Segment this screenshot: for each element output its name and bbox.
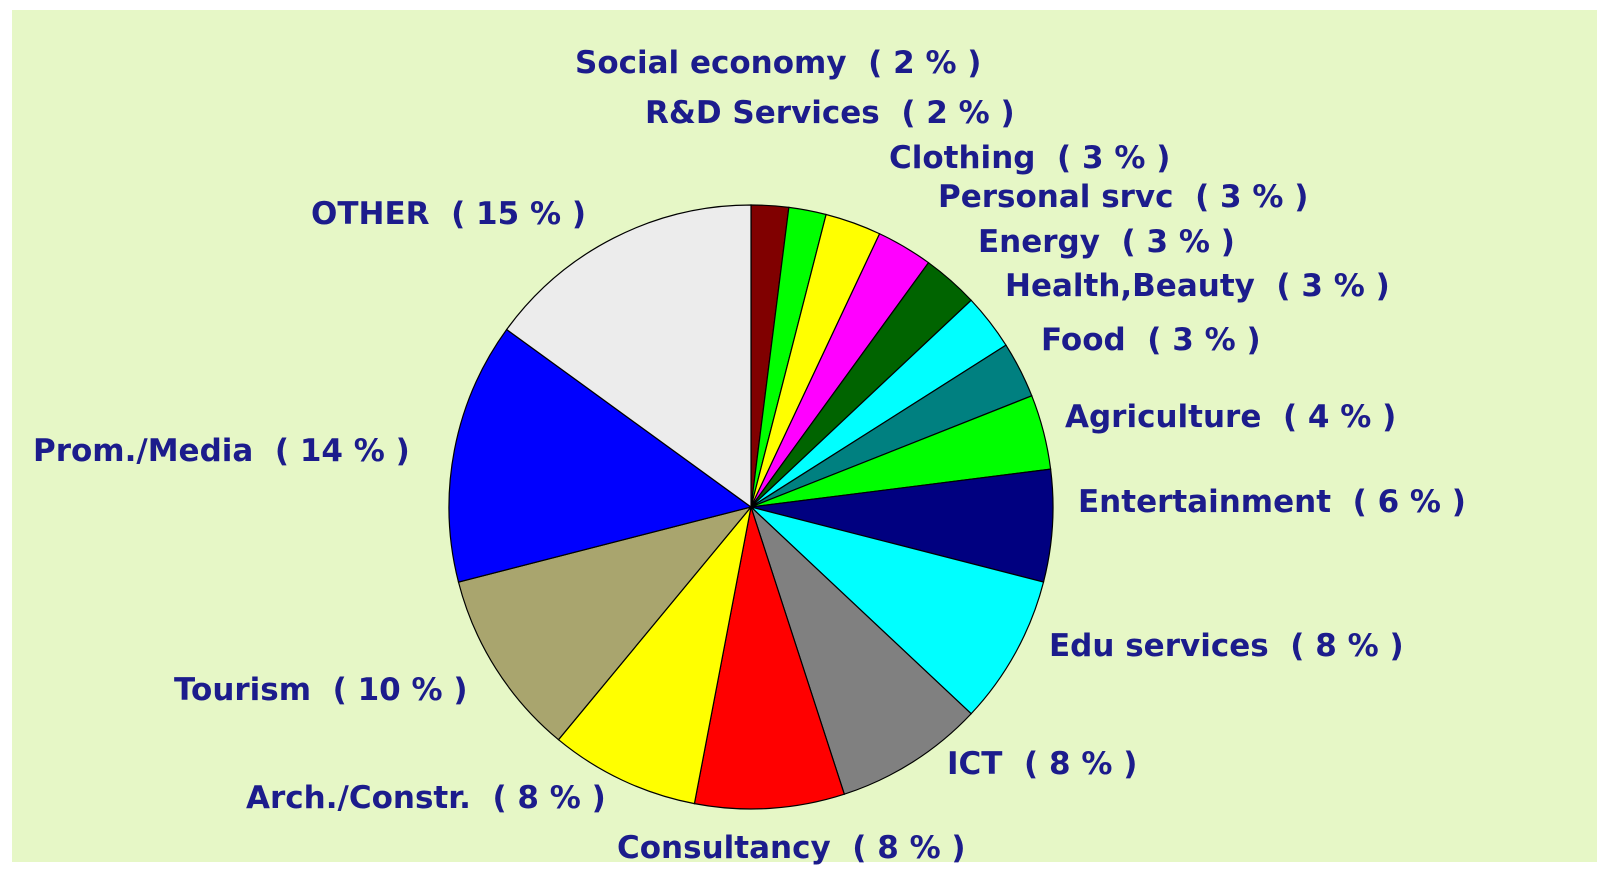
label-agriculture: Agriculture ( 4 % ) — [1065, 399, 1396, 435]
label-prom-media: Prom./Media ( 14 % ) — [33, 433, 410, 469]
label-clothing: Clothing ( 3 % ) — [889, 140, 1170, 176]
label-ict: ICT ( 8 % ) — [947, 746, 1137, 782]
label-entertainment: Entertainment ( 6 % ) — [1078, 484, 1466, 520]
label-food: Food ( 3 % ) — [1041, 322, 1261, 358]
label-personal-srvc: Personal srvc ( 3 % ) — [938, 179, 1308, 215]
label-consultancy: Consultancy ( 8 % ) — [617, 830, 966, 866]
label-social-economy: Social economy ( 2 % ) — [575, 45, 981, 81]
slice-prom-media — [448, 328, 753, 583]
label-tourism: Tourism ( 10 % ) — [174, 672, 468, 708]
pie-slices — [448, 204, 1054, 810]
label-edu-services: Edu services ( 8 % ) — [1049, 628, 1404, 664]
pie-labels: Social economy ( 2 % ) R&D Services ( 2 %… — [33, 45, 1466, 866]
label-health-beauty: Health,Beauty ( 3 % ) — [1005, 268, 1390, 304]
slice-other — [505, 204, 752, 509]
slice-arch-constr — [557, 506, 752, 805]
slice-tourism — [457, 505, 753, 741]
label-energy: Energy ( 3 % ) — [978, 224, 1235, 260]
slice-edu-services — [750, 506, 1045, 715]
slice-consultancy — [693, 506, 846, 810]
slice-ict — [750, 506, 972, 795]
label-other: OTHER ( 15 % ) — [311, 196, 586, 232]
label-arch-constr: Arch./Constr. ( 8 % ) — [246, 780, 606, 816]
label-r-d-services: R&D Services ( 2 % ) — [645, 95, 1015, 131]
